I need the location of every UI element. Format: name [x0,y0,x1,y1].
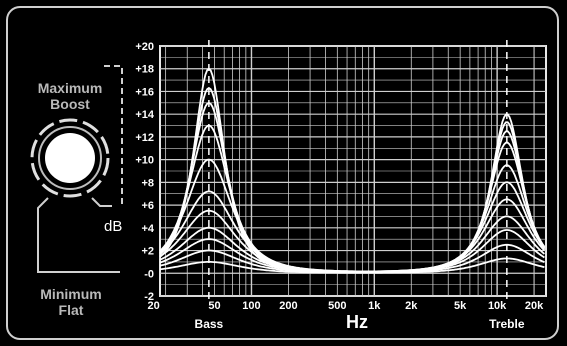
y-tick-label: +10 [135,155,154,167]
x-tick-label: 2k [405,300,418,312]
response-curve [159,257,545,274]
maximum-label-line: Maximum [37,80,103,96]
y-tick-label: -2 [144,291,154,303]
flat-label-line: Flat [58,302,84,318]
boost-label-line: Boost [50,96,90,112]
x-axis: 20 50 100 200 500 1k 2k 5k 10k 20k [147,300,544,312]
y-tick-label: +8 [141,177,154,189]
x-tick-label: 100 [242,300,260,312]
x-tick-label: 500 [328,300,346,312]
x-tick-label: 50 [208,300,220,312]
response-curves [159,67,546,274]
y-tick-label: +6 [141,200,154,212]
db-unit-label: dB [104,218,123,235]
minimum-label-line: Minimum [40,286,102,302]
y-tick-label: +16 [135,86,154,98]
knob-cap [45,133,95,183]
annotation-label: Treble [489,317,525,331]
x-tick-label: 20k [525,300,544,312]
y-axis: -2 -0 +2 +4 +6 +8 +10 +12 +14 +16 +18 +20 [135,41,155,303]
y-tick-label: -0 [144,268,154,280]
y-tick-label: +4 [141,223,154,235]
x-tick-label: 5k [454,300,467,312]
annotation-label: Bass [195,317,224,331]
x-tick-label: 20 [147,300,159,312]
panel-frame [6,6,559,340]
y-tick-label: +2 [141,246,154,258]
x-axis-title: Hz [346,312,368,332]
x-tick-label: 1k [368,300,381,312]
y-tick-label: +18 [135,64,154,76]
y-tick-label: +20 [135,41,154,53]
maximum-boost-label: Maximum Boost [22,80,118,112]
y-tick-label: +14 [135,109,155,121]
x-tick-label: 10k [488,300,507,312]
loudness-knob[interactable] [30,118,110,198]
knob-bracket [37,65,123,273]
x-tick-label: 200 [279,300,297,312]
minimum-flat-label: Minimum Flat [26,286,116,318]
y-tick-label: +12 [135,132,154,144]
